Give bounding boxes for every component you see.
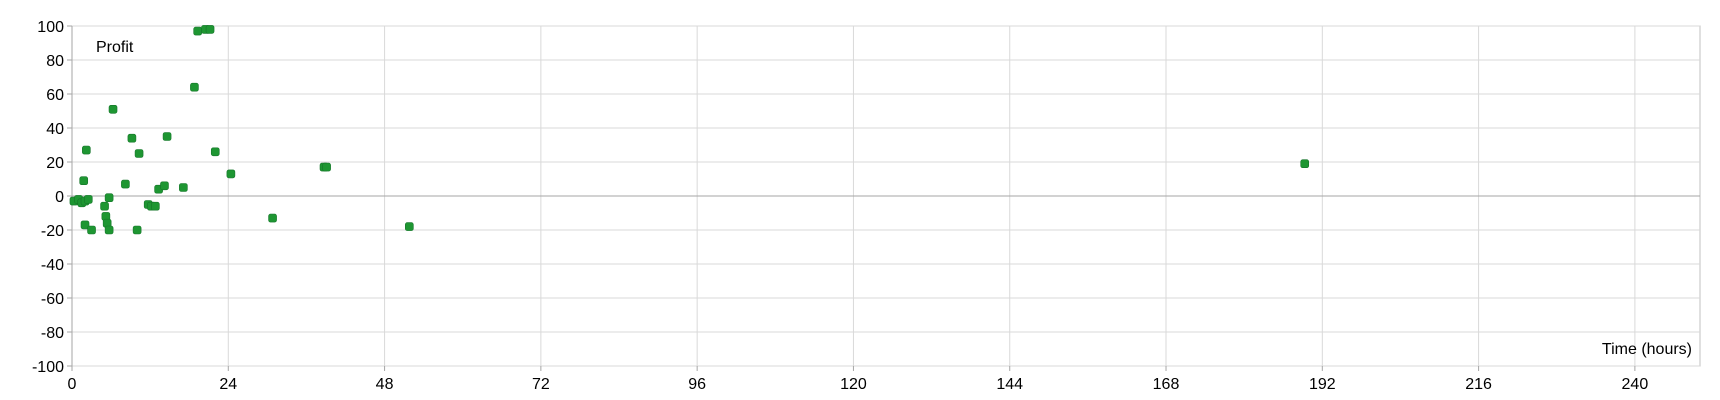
y-tick-label: 20 xyxy=(46,155,64,172)
data-point xyxy=(210,147,220,157)
tick-labels: 0 24 48 72 96 120 144 168 192 216 240100806040200-… xyxy=(32,19,1648,393)
y-tick-label: -80 xyxy=(41,325,64,342)
x-tick-label: 240 xyxy=(1622,376,1649,393)
data-point xyxy=(179,183,188,192)
x-tick-label: 0 xyxy=(68,376,77,393)
y-tick-label: 80 xyxy=(46,53,64,70)
data-point xyxy=(162,132,172,141)
y-tick-label: -60 xyxy=(41,291,64,308)
x-tick-label: 48 xyxy=(376,376,394,393)
x-tick-label: 168 xyxy=(1153,376,1180,393)
data-point xyxy=(226,169,236,179)
data-point xyxy=(83,195,93,204)
data-point xyxy=(104,193,114,202)
y-tick-label: -20 xyxy=(41,223,64,240)
data-point xyxy=(322,162,331,172)
x-tick-label: 216 xyxy=(1465,376,1492,393)
data-point xyxy=(151,201,160,211)
data-point xyxy=(160,181,169,191)
data-point xyxy=(268,213,277,223)
data-point xyxy=(80,220,90,230)
x-axis-title: Time (hours) xyxy=(1602,341,1692,358)
data-point xyxy=(405,222,414,231)
data-point xyxy=(205,25,215,34)
x-tick-label: 120 xyxy=(840,376,867,393)
x-tick-label: 96 xyxy=(688,376,706,393)
data-point xyxy=(134,149,144,158)
y-tick-label: -100 xyxy=(32,359,64,376)
data-point xyxy=(190,82,199,92)
data-point xyxy=(127,133,137,143)
data-point xyxy=(121,179,130,189)
x-tick-label: 24 xyxy=(219,376,237,393)
y-tick-label: -40 xyxy=(41,257,64,274)
x-tick-label: 144 xyxy=(996,376,1023,393)
data-points xyxy=(69,25,1310,235)
y-tick-label: 0 xyxy=(55,189,64,206)
data-point xyxy=(82,145,91,155)
y-axis-title: Profit xyxy=(96,39,134,56)
x-tick-label: 72 xyxy=(532,376,550,393)
y-tick-label: 60 xyxy=(46,87,64,104)
data-point xyxy=(108,105,118,114)
x-tick-label: 192 xyxy=(1309,376,1336,393)
data-point xyxy=(79,176,89,185)
y-tick-label: 100 xyxy=(37,19,64,36)
data-point xyxy=(1300,159,1310,168)
data-point xyxy=(104,225,114,235)
data-point xyxy=(132,225,142,235)
y-tick-label: 40 xyxy=(46,121,64,138)
data-point xyxy=(193,26,202,36)
data-point xyxy=(100,201,109,211)
data-point xyxy=(87,225,96,235)
